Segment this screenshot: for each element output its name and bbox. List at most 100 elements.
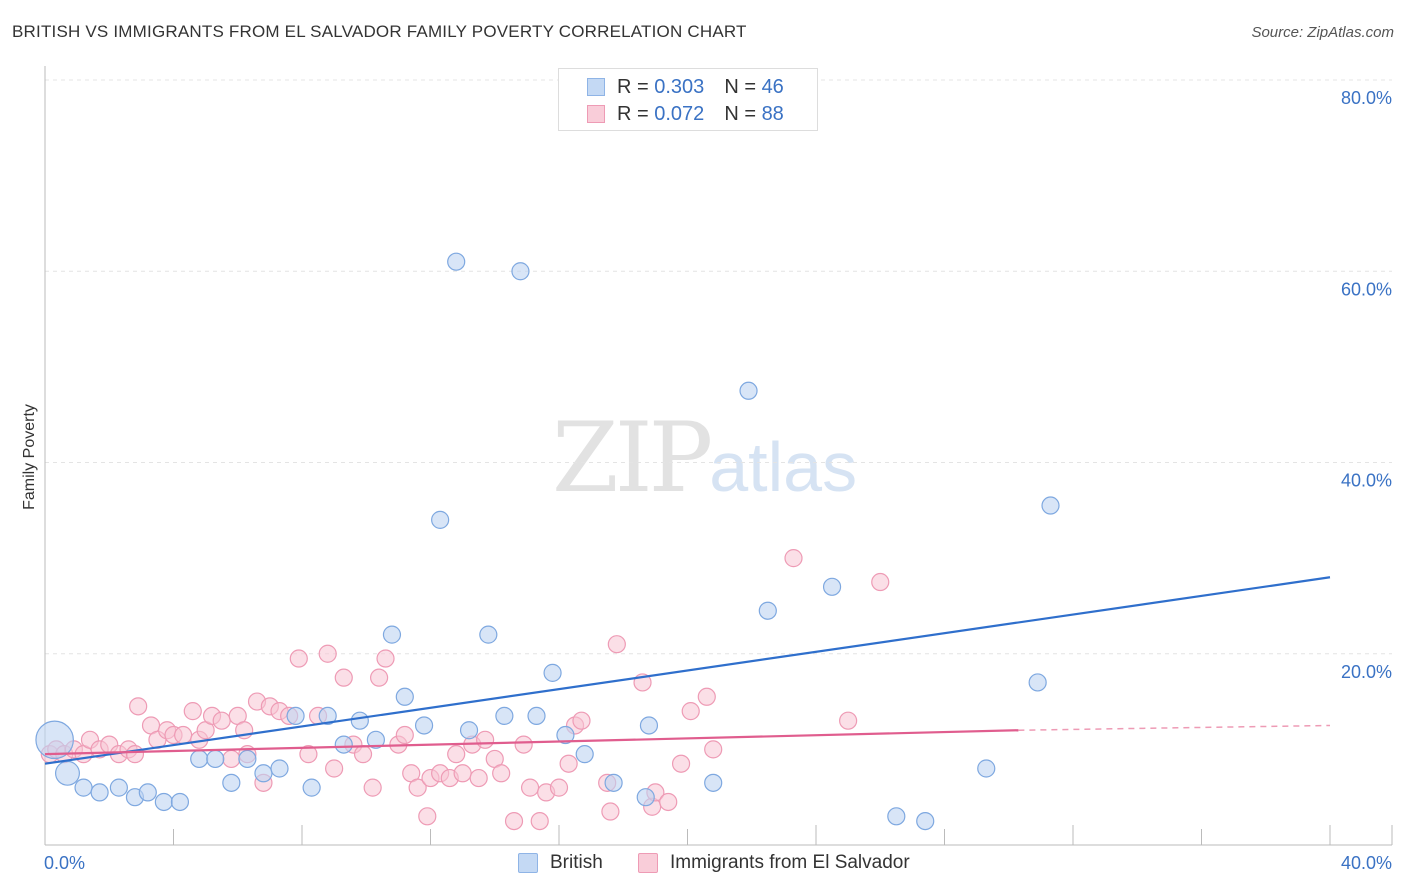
- british-point: [382, 625, 402, 644]
- british-swatch: [587, 78, 605, 96]
- salvador-r-value: 0.072: [654, 102, 705, 125]
- salvador-point: [572, 711, 591, 730]
- british-point: [739, 381, 758, 400]
- british-point: [395, 687, 414, 706]
- salvador-r-label: R =: [617, 102, 649, 125]
- british-point: [54, 760, 80, 786]
- british-legend-label: British: [550, 852, 603, 873]
- salvador-point: [395, 725, 414, 745]
- british-point: [1028, 673, 1047, 692]
- salvador-n-label: N =: [724, 102, 756, 125]
- british-point: [334, 735, 353, 754]
- grid-lines: [45, 79, 1392, 655]
- chart-title: BRITISH VS IMMIGRANTS FROM EL SALVADOR F…: [12, 22, 747, 41]
- salvador-point: [601, 802, 620, 821]
- british-point: [35, 720, 74, 760]
- british-point: [1041, 496, 1060, 515]
- x-tick-label-0: 0.0%: [44, 853, 85, 873]
- british-point: [447, 252, 466, 271]
- british-point: [887, 807, 906, 826]
- british-point: [190, 749, 209, 769]
- british-point: [74, 778, 93, 797]
- series-legend: British Immigrants from El Salvador: [0, 852, 1406, 878]
- salvador-point: [212, 711, 231, 730]
- british-n-label: N =: [724, 75, 756, 98]
- british-point: [543, 663, 562, 682]
- salvador-point: [607, 635, 626, 654]
- salvador-point: [222, 749, 241, 769]
- salvador-point: [671, 754, 691, 773]
- legend-item-british: British: [518, 852, 603, 874]
- british-legend-swatch: [518, 853, 538, 873]
- british-point: [170, 792, 190, 812]
- salvador-point: [129, 697, 148, 716]
- british-point: [822, 577, 842, 596]
- british-point: [350, 711, 369, 730]
- british-point: [318, 706, 337, 726]
- british-point: [916, 811, 935, 831]
- british-point: [556, 725, 575, 745]
- british-point: [238, 749, 257, 769]
- salvador-points: [40, 549, 890, 831]
- british-point: [479, 625, 498, 644]
- salvador-point: [299, 745, 318, 764]
- y-tick-label-0: 20.0%: [1341, 662, 1392, 682]
- british-point: [366, 730, 385, 749]
- british-point: [604, 773, 623, 792]
- salvador-point: [408, 778, 427, 797]
- y-tick-label-1: 40.0%: [1341, 471, 1392, 491]
- salvador-n-value: 88: [761, 102, 784, 125]
- british-point: [459, 721, 479, 740]
- salvador-point: [697, 687, 716, 706]
- salvador-point: [183, 702, 202, 721]
- salvador-point: [504, 811, 524, 831]
- axes: [44, 66, 1393, 846]
- salvador-point: [530, 811, 549, 831]
- salvador-point: [469, 768, 488, 788]
- british-point: [109, 778, 128, 797]
- salvador-point: [353, 745, 373, 764]
- british-n-value: 46: [761, 75, 784, 98]
- british-point: [206, 749, 225, 769]
- salvador-point: [549, 778, 569, 797]
- salvador-trend-extension: [1018, 724, 1331, 731]
- y-axis-label: Family Poverty: [21, 404, 38, 510]
- salvador-point: [418, 807, 437, 826]
- british-point: [977, 759, 996, 778]
- watermark-atlas: atlas: [709, 428, 858, 506]
- salvador-point: [125, 745, 145, 764]
- salvador-point: [447, 745, 466, 764]
- british-point: [575, 745, 594, 764]
- british-r-label: R =: [617, 75, 649, 98]
- y-tick-label-3: 80.0%: [1341, 88, 1392, 108]
- watermark: ZIPatlas: [552, 402, 857, 514]
- british-point: [222, 773, 241, 792]
- salvador-legend-label: Immigrants from El Salvador: [670, 852, 910, 873]
- british-r-value: 0.303: [654, 75, 705, 98]
- salvador-point: [325, 759, 344, 778]
- british-point: [636, 788, 655, 807]
- salvador-point: [174, 725, 193, 745]
- british-trend-line: [44, 576, 1331, 765]
- salvador-point: [289, 649, 308, 668]
- salvador-swatch: [587, 105, 605, 123]
- legend-item-salvador: Immigrants from El Salvador: [638, 852, 910, 874]
- british-point: [138, 783, 157, 802]
- y-tick-label-2: 60.0%: [1341, 279, 1392, 299]
- british-point: [639, 716, 659, 735]
- legend-row-salvador: R = 0.072 N = 88: [587, 102, 784, 126]
- salvador-point: [492, 764, 511, 783]
- salvador-point: [871, 572, 890, 592]
- british-point: [414, 716, 434, 735]
- salvador-legend-swatch: [638, 853, 658, 873]
- salvador-point: [559, 754, 578, 773]
- salvador-point: [318, 644, 337, 663]
- british-point: [431, 510, 450, 529]
- salvador-point: [476, 730, 495, 749]
- salvador-point: [681, 702, 700, 721]
- salvador-point: [453, 764, 472, 783]
- british-point: [511, 262, 530, 281]
- british-point: [704, 773, 723, 792]
- british-point: [254, 764, 273, 783]
